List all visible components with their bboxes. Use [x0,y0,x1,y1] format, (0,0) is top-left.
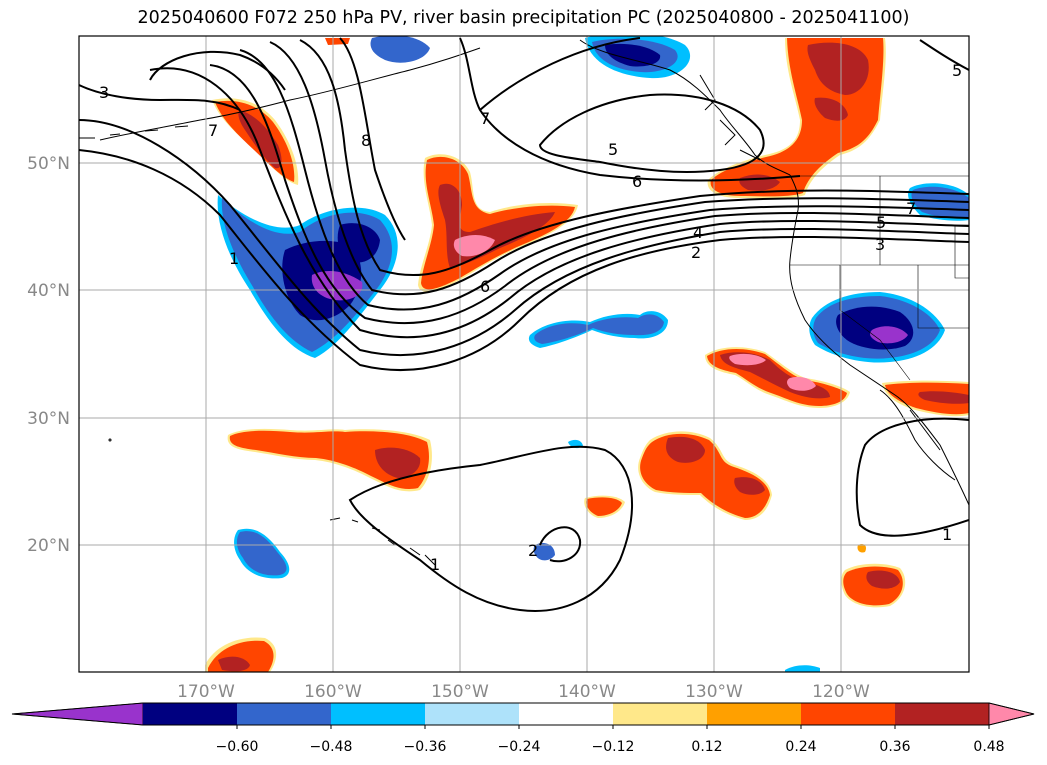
contour-label: 8 [361,131,371,150]
contour-label: 1 [430,555,440,574]
lon-label: 130°W [685,682,743,702]
contour-label: 1 [942,525,952,544]
colorbar-bin [895,703,990,725]
colorbar-extend-min [11,702,144,726]
lon-labels: 170°W 160°W 150°W 140°W 130°W 120°W [177,682,870,702]
contour-label: 7 [906,199,916,218]
colorbar-tick-label: −0.12 [592,739,635,755]
colorbar-frame [11,702,1035,726]
colorbar-bin [801,703,896,725]
map-frame [78,35,970,673]
lat-label: 50°N [27,154,70,174]
contour-label: 4 [693,223,703,242]
contour-label: 3 [875,235,885,254]
aleutian-islands [99,47,481,141]
colorbar-tick-label: −0.48 [310,739,353,755]
colorbar-tick-label: 0.12 [691,739,722,755]
contour-label: 6 [632,172,642,191]
colorbar-bin [425,703,520,725]
colorbar-bin [707,703,802,725]
colorbar-tick-label: 0.48 [973,739,1004,755]
contour-label: 5 [608,140,618,159]
alaska-coast [579,39,791,176]
contour-label: 7 [208,121,218,140]
us-west-coast [789,174,969,506]
gridlines [79,36,969,672]
contour-label: 1 [229,249,239,268]
coastlines [79,39,969,566]
colorbar-tick-label: 0.36 [879,739,910,755]
colorbar-tick-label: −0.60 [216,739,259,755]
lon-label: 140°W [558,682,616,702]
lon-label: 150°W [431,682,489,702]
contour-label: 2 [691,243,701,262]
contour-label: 5 [952,61,962,80]
colorbar-bin [237,703,332,725]
lon-label: 160°W [304,682,362,702]
colorbar-bin [519,703,614,725]
contour-label: 6 [480,277,490,296]
colorbar: −0.60 −0.48 −0.36 −0.24 −0.12 0.12 0.24 0.36 0.4… [11,702,1035,755]
lon-label: 120°W [812,682,870,702]
pv-contours [79,37,969,612]
colorbar-bin [331,703,426,725]
colorbar-bin [613,703,708,725]
colorbar-tick-label: −0.24 [498,739,541,755]
state-borders [790,175,969,381]
colorbar-bin [143,703,238,725]
contour-label: 7 [480,109,490,128]
lat-labels: 50°N 40°N 30°N 20°N [27,154,70,556]
lon-label: 170°W [177,682,235,702]
pv-contour-labels: 3 7 8 7 5 6 1 5 7 4 2 6 5 3 2 1 1 [99,61,962,574]
baja-california [879,389,956,481]
contour-label: 2 [528,541,538,560]
lat-label: 40°N [27,281,70,301]
pv-contour-1 [79,149,969,371]
colorbar-tick-label: −0.36 [404,739,447,755]
pv-contour-south [348,445,633,612]
map-title: 2025040600 F072 250 hPa PV, river basin … [137,8,910,28]
contour-label: 3 [99,83,109,102]
lat-label: 20°N [27,536,70,556]
colorbar-tick-label: 0.24 [785,739,816,755]
contour-label: 5 [876,213,886,232]
lat-label: 30°N [27,409,70,429]
colorbar-extend-max [988,702,1035,726]
